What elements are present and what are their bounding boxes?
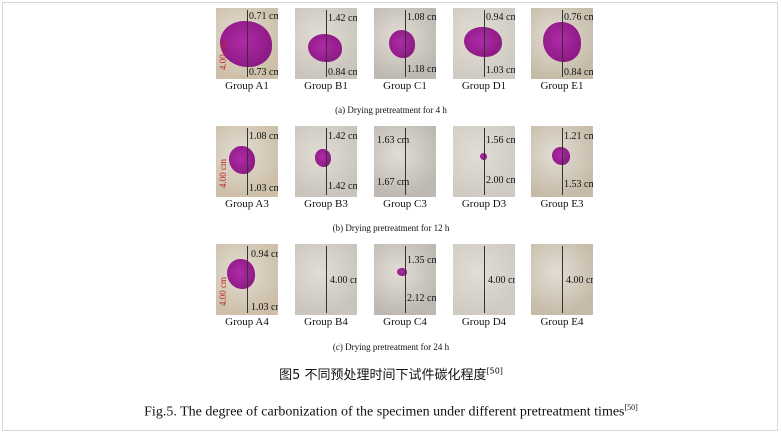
side-dimension: 4.00 cm (218, 277, 228, 306)
dimension-line (562, 246, 563, 313)
dimension-label: 0.73 cm (249, 67, 278, 78)
caption-en: Fig.5. The degree of carbonization of th… (0, 403, 782, 421)
caption-en-text: Fig.5. The degree of carbonization of th… (144, 404, 625, 420)
dimension-line (405, 128, 406, 195)
specimen-photo: 1.08 cm 1.18 cm (374, 8, 436, 79)
dimension-label: 1.08 cm (249, 131, 278, 142)
carbonation-zone (229, 146, 255, 174)
caption-cn-ref: [50] (486, 366, 503, 376)
specimen-photo: 4.00 cm (531, 244, 593, 315)
dimension-label: 0.94 cm (251, 249, 278, 260)
carbonation-zone (315, 149, 331, 167)
dimension-line (247, 10, 248, 77)
dimension-label: 4.00 cm (330, 275, 357, 286)
dimension-label: 1.03 cm (486, 65, 515, 76)
specimen-photo: 1.56 cm 2.00 cm (453, 126, 515, 197)
dimension-label: 0.71 cm (249, 11, 278, 22)
dimension-line (247, 128, 248, 195)
group-label: Group A3 (225, 198, 269, 210)
frame (2, 2, 778, 431)
carbonation-zone (389, 30, 415, 58)
carbonation-zone (552, 147, 570, 165)
carbonation-zone (464, 27, 502, 57)
dimension-label: 0.84 cm (564, 67, 593, 78)
dimension-line (562, 10, 563, 77)
specimen-photo: 0.94 cm 1.03 cm (453, 8, 515, 79)
specimen-photo: 0.71 cm 0.73 cm 4.00 cm (216, 8, 278, 79)
dimension-label: 1.42 cm (328, 13, 357, 24)
dimension-line (484, 10, 485, 77)
dimension-line (405, 246, 406, 313)
specimen-photo: 0.76 cm 0.84 cm (531, 8, 593, 79)
group-label: Group C3 (383, 198, 427, 210)
dimension-line (326, 10, 327, 77)
dimension-label: 0.84 cm (328, 67, 357, 78)
side-dimension: 4.00 cm (218, 159, 228, 188)
group-label: Group B4 (304, 316, 348, 328)
caption-en-ref: [50] (624, 403, 638, 412)
dimension-line (247, 246, 248, 313)
specimen-photo: 4.00 cm (453, 244, 515, 315)
dimension-label: 0.94 cm (486, 12, 515, 23)
specimen-photo: 1.42 cm 0.84 cm (295, 8, 357, 79)
dimension-label: 2.00 cm (486, 175, 515, 186)
row-caption: (a) Drying pretreatment for 4 h (335, 105, 447, 115)
carbonation-zone (220, 21, 272, 67)
carbonation-zone (479, 152, 487, 160)
dimension-label: 1.67 cm (377, 177, 410, 188)
row-caption: (b) Drying pretreatment for 12 h (332, 223, 450, 233)
dimension-label: 1.03 cm (249, 183, 278, 194)
dimension-label: 1.03 cm (251, 302, 278, 313)
carbonation-zone (308, 34, 342, 62)
dimension-line (405, 10, 406, 77)
carbonation-zone (227, 259, 255, 289)
dimension-label: 1.42 cm (328, 181, 357, 192)
dimension-line (326, 246, 327, 313)
side-dimension: 4.00 cm (218, 41, 228, 70)
dimension-label: 1.56 cm (486, 135, 515, 146)
dimension-line (484, 246, 485, 313)
group-label: Group A4 (225, 316, 269, 328)
specimen-photo: 1.35 cm 2.12 cm (374, 244, 436, 315)
group-label: Group D3 (461, 198, 507, 210)
row-caption: (c) Drying pretreatment for 24 h (332, 342, 450, 352)
specimen-photo: 4.00 cm (295, 244, 357, 315)
group-label: Group E1 (540, 80, 584, 92)
dimension-label: 0.76 cm (564, 12, 593, 23)
carbonation-zone (397, 268, 407, 276)
dimension-label: 1.08 cm (407, 12, 436, 23)
specimen-photo: 0.94 cm 1.03 cm 4.00 cm (216, 244, 278, 315)
specimen-photo: 1.08 cm 1.03 cm 4.00 cm (216, 126, 278, 197)
group-label: Group A1 (225, 80, 269, 92)
group-label: Group D1 (461, 80, 507, 92)
dimension-label: 1.35 cm (407, 255, 436, 266)
group-label: Group B1 (304, 80, 348, 92)
dimension-line (562, 128, 563, 195)
specimen-photo: 1.42 cm 1.42 cm (295, 126, 357, 197)
group-label: Group C1 (383, 80, 427, 92)
dimension-label: 4.00 cm (488, 275, 515, 286)
dimension-label: 1.18 cm (407, 64, 436, 75)
dimension-label: 1.63 cm (377, 135, 410, 146)
group-label: Group D4 (461, 316, 507, 328)
specimen-photo: 1.21 cm 1.53 cm (531, 126, 593, 197)
group-label: Group E4 (540, 316, 584, 328)
group-label: Group B3 (304, 198, 348, 210)
dimension-line (484, 128, 485, 195)
caption-cn: 图5 不同预处理时间下试件碳化程度[50] (0, 364, 782, 383)
specimen-photo: 1.63 cm 1.67 cm (374, 126, 436, 197)
caption-cn-text: 图5 不同预处理时间下试件碳化程度 (279, 368, 487, 383)
dimension-line (326, 128, 327, 195)
group-label: Group E3 (540, 198, 584, 210)
dimension-label: 2.12 cm (407, 293, 436, 304)
dimension-label: 1.21 cm (564, 131, 593, 142)
dimension-label: 1.53 cm (564, 179, 593, 190)
dimension-label: 1.42 cm (328, 131, 357, 142)
group-label: Group C4 (383, 316, 427, 328)
dimension-label: 4.00 cm (566, 275, 593, 286)
